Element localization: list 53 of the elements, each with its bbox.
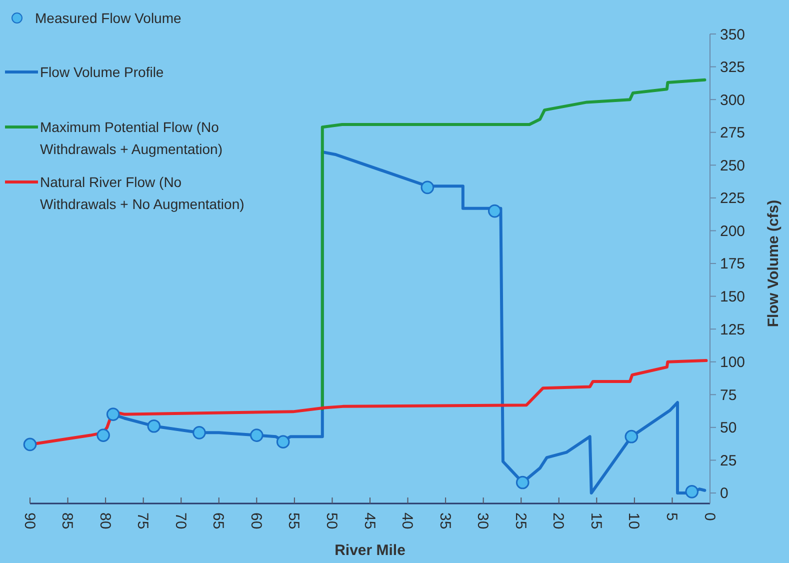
point xyxy=(96,428,110,442)
point xyxy=(276,435,290,448)
legend-label: Flow Volume Profile xyxy=(40,64,164,80)
x-tick-label: 5 xyxy=(662,512,680,521)
x-tick-label: 25 xyxy=(512,512,529,530)
line-series xyxy=(320,78,706,411)
x-tick-label: 20 xyxy=(550,512,567,530)
x-tick-label: 35 xyxy=(436,512,454,530)
y-axis-title: Flow Volume (cfs) xyxy=(765,200,782,328)
point xyxy=(624,430,638,444)
x-axis-title: River Mile xyxy=(334,542,406,559)
x-tick-label: 75 xyxy=(134,512,152,530)
y-tick-label: 225 xyxy=(720,190,746,208)
y-tick-label: 150 xyxy=(720,288,746,306)
point xyxy=(147,419,161,433)
legend-label: Maximum Potential Flow (No Withdrawals + Augmentation) xyxy=(40,119,222,157)
point xyxy=(250,428,264,442)
x-tick-label: 80 xyxy=(96,512,114,530)
point xyxy=(23,438,37,452)
y-tick-label: 250 xyxy=(720,157,746,174)
y-tick-label: 175 xyxy=(720,256,746,273)
point xyxy=(106,408,120,421)
y-tick-label: 350 xyxy=(720,26,746,44)
x-tick-label: 0 xyxy=(700,512,718,521)
x-tick-label: 50 xyxy=(322,512,340,530)
y-tick-label: 0 xyxy=(720,485,728,502)
y-tick-label: 300 xyxy=(720,92,746,109)
x-tick-label: 85 xyxy=(58,512,76,530)
x-tick-label: 65 xyxy=(210,512,227,530)
x-tick-label: 70 xyxy=(172,512,189,530)
point xyxy=(685,485,699,498)
y-tick-label: 50 xyxy=(720,420,737,437)
x-tick-label: 60 xyxy=(247,512,264,530)
x-tick-label: 90 xyxy=(20,512,38,530)
y-tick-label: 325 xyxy=(720,59,746,76)
legend-label: Natural River Flow (No Withdrawals + No Augmentation) xyxy=(40,174,244,212)
x-tick-label: 45 xyxy=(360,512,378,530)
y-tick-label: 100 xyxy=(720,354,746,372)
y-tick-label: 275 xyxy=(720,124,746,142)
point xyxy=(488,204,502,218)
x-tick-label: 40 xyxy=(398,512,416,530)
point xyxy=(420,180,434,194)
y-tick-label: 75 xyxy=(720,386,737,404)
x-tick-label: 15 xyxy=(587,512,604,530)
y-tick-label: 25 xyxy=(720,452,737,470)
x-tick-label: 55 xyxy=(285,512,302,530)
y-tick-label: 200 xyxy=(720,222,746,240)
legend-label: Measured Flow Volume xyxy=(35,10,182,26)
point xyxy=(516,476,530,490)
x-tick-label: 10 xyxy=(625,512,642,530)
y-tick-label: 125 xyxy=(720,321,746,338)
point xyxy=(192,426,206,440)
x-tick-label: 30 xyxy=(474,512,492,530)
